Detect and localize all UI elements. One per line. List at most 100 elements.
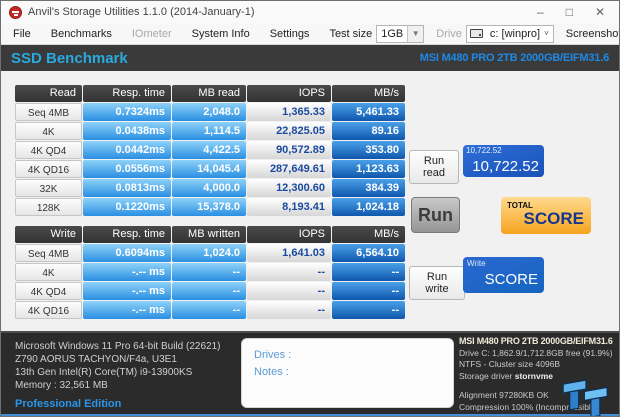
- minimize-button[interactable]: –: [537, 5, 544, 19]
- menu-system-info[interactable]: System Info: [191, 27, 250, 40]
- write-cell-resp: -.-- ms: [83, 301, 171, 319]
- dropdown-arrow-icon[interactable]: ▼: [407, 25, 424, 42]
- drive-label: Drive: [436, 27, 462, 40]
- menu-benchmarks[interactable]: Benchmarks: [50, 27, 112, 40]
- write-cell-mbs: --: [332, 301, 405, 319]
- drive-driver-line: Storage driver stornvme: [459, 371, 617, 383]
- read-header-resp: Resp. time: [83, 85, 171, 102]
- write-cell-mb: 1,024.0: [172, 244, 246, 262]
- write-row-label: 4K: [15, 263, 82, 281]
- write-cell-iops: --: [247, 282, 331, 300]
- driver-prefix: Storage driver: [459, 370, 515, 381]
- read-cell-mbs: 384.39: [332, 179, 405, 197]
- read-cell-mb: 14,045.4: [172, 160, 246, 178]
- menu-file[interactable]: File: [13, 27, 31, 40]
- write-row-label: Seq 4MB: [15, 244, 82, 262]
- menu-iometer: IOmeter: [131, 27, 172, 40]
- device-name: MSI M480 PRO 2TB 2000GB/EIFM31.6: [419, 52, 609, 64]
- read-cell-mbs: 89.16: [332, 122, 405, 140]
- read-header-mbs: MB/s: [332, 85, 405, 102]
- page-title: SSD Benchmark: [11, 49, 128, 67]
- read-cell-mbs: 1,123.63: [332, 160, 405, 178]
- read-cell-resp: 0.0438ms: [83, 122, 171, 140]
- write-header-mb: MB written: [172, 226, 246, 243]
- read-row-label: Seq 4MB: [15, 103, 82, 121]
- total-score-box: TOTAL SCORE: [501, 197, 591, 234]
- write-table: Write Resp. time MB written IOPS MB/s Se…: [15, 226, 405, 319]
- notes-box[interactable]: Drives : Notes :: [241, 338, 454, 408]
- benchmark-header: SSD Benchmark MSI M480 PRO 2TB 2000GB/EI…: [1, 45, 619, 71]
- disk-icon: [469, 29, 483, 38]
- system-info: Microsoft Windows 11 Pro 64-bit Build (2…: [15, 340, 220, 411]
- maximize-button[interactable]: □: [565, 5, 573, 19]
- drive-info-panel: MSI M480 PRO 2TB 2000GB/EIFM31.6 Drive C…: [459, 336, 617, 413]
- read-score-small: 10,722.52: [466, 146, 502, 155]
- read-header-label: Read: [15, 85, 82, 102]
- write-cell-resp: -.-- ms: [83, 282, 171, 300]
- window-title: Anvil's Storage Utilities 1.1.0 (2014-Ja…: [28, 6, 255, 18]
- tweaktown-logo-icon: [562, 379, 608, 416]
- read-cell-mb: 4,422.5: [172, 141, 246, 159]
- run-read-button[interactable]: Run read: [409, 150, 459, 184]
- read-cell-mb: 1,114.5: [172, 122, 246, 140]
- main-area: Read Resp. time MB read IOPS MB/s Seq 4M…: [1, 71, 619, 331]
- menu-settings[interactable]: Settings: [269, 27, 310, 40]
- read-cell-mbs: 1,024.18: [332, 198, 405, 216]
- title-bar: Anvil's Storage Utilities 1.1.0 (2014-Ja…: [1, 1, 619, 23]
- footer-panel: Microsoft Windows 11 Pro 64-bit Build (2…: [1, 331, 619, 416]
- read-row-label: 4K QD16: [15, 160, 82, 178]
- write-cell-mbs: 6,564.10: [332, 244, 405, 262]
- close-button[interactable]: ✕: [594, 5, 605, 19]
- read-header-iops: IOPS: [247, 85, 331, 102]
- read-cell-resp: 0.1220ms: [83, 198, 171, 216]
- menu-bar: File Benchmarks IOmeter System Info Sett…: [1, 23, 619, 45]
- read-cell-iops: 287,649.61: [247, 160, 331, 178]
- menu-screenshot[interactable]: Screenshot: [565, 27, 620, 40]
- read-cell-resp: 0.0556ms: [83, 160, 171, 178]
- write-cell-resp: 0.6094ms: [83, 244, 171, 262]
- read-row-label: 32K: [15, 179, 82, 197]
- write-cell-mb: --: [172, 282, 246, 300]
- write-row-label: 4K QD16: [15, 301, 82, 319]
- read-table: Read Resp. time MB read IOPS MB/s Seq 4M…: [15, 85, 405, 216]
- write-header-mbs: MB/s: [332, 226, 405, 243]
- read-row-label: 4K QD4: [15, 141, 82, 159]
- read-cell-iops: 22,825.05: [247, 122, 331, 140]
- read-cell-iops: 8,193.41: [247, 198, 331, 216]
- write-cell-mbs: --: [332, 282, 405, 300]
- write-cell-iops: --: [247, 263, 331, 281]
- write-cell-mb: --: [172, 263, 246, 281]
- write-cell-mb: --: [172, 301, 246, 319]
- test-size-select[interactable]: 1GB ▼: [376, 24, 425, 43]
- read-cell-iops: 12,300.60: [247, 179, 331, 197]
- driver-name: stornvme: [514, 370, 554, 381]
- drives-label: Drives :: [254, 349, 292, 361]
- run-button[interactable]: Run: [411, 197, 460, 233]
- compression-line: Compression 100% (Incompressible): [459, 401, 599, 412]
- run-write-button[interactable]: Run write: [409, 266, 465, 300]
- drive-select[interactable]: c: [winpro] ˅: [465, 24, 554, 43]
- read-cell-iops: 90,572.89: [247, 141, 331, 159]
- read-cell-resp: 0.0813ms: [83, 179, 171, 197]
- read-row-label: 128K: [15, 198, 82, 216]
- test-size-value: 1GB: [381, 27, 404, 40]
- total-score-word: SCORE: [523, 209, 584, 228]
- total-score-label: TOTAL: [507, 201, 533, 210]
- drive-title: MSI M480 PRO 2TB 2000GB/EIFM31.6: [459, 336, 613, 346]
- write-score-box: Write SCORE: [463, 257, 544, 293]
- read-cell-resp: 0.0442ms: [83, 141, 171, 159]
- write-header-iops: IOPS: [247, 226, 331, 243]
- os-line: Microsoft Windows 11 Pro 64-bit Build (2…: [15, 341, 221, 352]
- read-score-box: 10,722.52 10,722.52: [463, 145, 544, 177]
- read-cell-mb: 4,000.0: [172, 179, 246, 197]
- test-size-label: Test size: [329, 27, 373, 40]
- window-controls: – □ ✕: [537, 1, 611, 23]
- app-logo-icon: [9, 5, 22, 19]
- alignment-line: Alignment 97280KB OK: [459, 390, 549, 400]
- read-cell-iops: 1,365.33: [247, 103, 331, 121]
- write-cell-resp: -.-- ms: [83, 263, 171, 281]
- write-cell-iops: --: [247, 301, 331, 319]
- read-cell-mb: 2,048.0: [172, 103, 246, 121]
- write-score-label: Write: [467, 259, 486, 268]
